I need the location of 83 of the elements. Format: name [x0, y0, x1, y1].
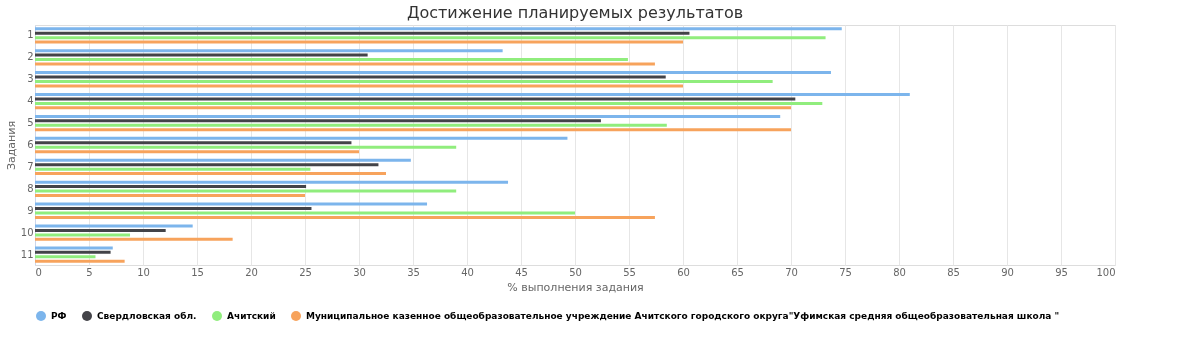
y-axis-title: Задания — [4, 120, 18, 171]
bar — [35, 194, 305, 197]
bar — [35, 27, 842, 31]
chart-title: Достижение планируемых результатов — [406, 3, 744, 22]
bar — [35, 79, 773, 83]
x-tick-label: 60 — [677, 266, 690, 278]
y-tick-label: 8 — [27, 182, 34, 194]
bar — [35, 150, 359, 154]
y-tick-label: 2 — [27, 51, 34, 63]
legend-label: Ачитский — [227, 311, 276, 321]
bar — [35, 141, 352, 145]
x-tick-label: 35 — [407, 266, 420, 278]
x-tick-label: 55 — [623, 266, 636, 278]
x-tick-label: 65 — [731, 266, 744, 278]
y-tick-label: 9 — [27, 204, 34, 216]
x-tick-label: 5 — [86, 266, 93, 278]
bar — [35, 58, 628, 62]
bar — [35, 119, 601, 123]
bar — [35, 31, 690, 35]
bar — [35, 49, 503, 53]
legend-label: РФ — [51, 311, 67, 321]
bar — [35, 123, 667, 127]
bar — [35, 233, 131, 237]
x-tick-label: 100 — [1096, 266, 1116, 278]
bar — [35, 40, 683, 44]
bar — [35, 84, 683, 88]
bar — [35, 145, 457, 149]
x-tick-label: 20 — [245, 266, 258, 278]
y-tick-label: 7 — [27, 160, 34, 172]
x-axis-title: % выполнения задания — [507, 280, 644, 294]
bar — [35, 255, 96, 259]
y-tick-label: 3 — [27, 73, 34, 85]
bar — [35, 246, 113, 250]
bar — [35, 189, 457, 193]
bar — [35, 93, 910, 96]
x-tick-label: 85 — [947, 266, 960, 278]
bar — [35, 180, 509, 184]
bar — [35, 75, 666, 79]
x-tick-label: 25 — [299, 266, 312, 278]
x-tick-label: 30 — [353, 266, 366, 278]
legend-label: Муниципальное казенное общеобразовательное учреждение Ачитского городского округа"Уфимская средняя общеобразовательная школа " — [306, 311, 1060, 321]
bar — [35, 158, 411, 162]
x-tick-label: 95 — [1055, 266, 1068, 278]
legend-label: Свердловская обл. — [97, 311, 197, 321]
bar — [35, 202, 428, 206]
bar — [35, 36, 826, 40]
x-tick-label: 70 — [785, 266, 798, 278]
bar — [35, 259, 125, 263]
y-tick-label: 10 — [20, 226, 34, 238]
bar — [35, 215, 655, 219]
y-tick-label: 1 — [27, 29, 34, 41]
bar — [35, 237, 233, 241]
y-tick-label: 4 — [27, 95, 34, 107]
x-tick-label: 90 — [1001, 266, 1014, 278]
bar — [35, 136, 568, 140]
x-tick-label: 10 — [137, 266, 150, 278]
bar — [35, 62, 655, 66]
bar — [35, 207, 312, 211]
bar — [35, 101, 823, 105]
x-tick-label: 75 — [839, 266, 852, 278]
x-tick-label: 45 — [515, 266, 528, 278]
x-tick-label: 50 — [569, 266, 582, 278]
bar — [35, 53, 368, 57]
bar — [35, 97, 796, 101]
y-tick-label: 5 — [27, 117, 34, 129]
x-tick-label: 0 — [35, 266, 42, 278]
x-tick-label: 15 — [191, 266, 204, 278]
bar — [35, 163, 379, 167]
bar — [35, 114, 781, 118]
bar — [35, 250, 111, 254]
x-tick-label: 80 — [893, 266, 906, 278]
bar — [35, 185, 307, 189]
y-tick-label: 6 — [27, 139, 34, 150]
bar — [35, 71, 831, 75]
x-tick-label: 40 — [461, 266, 474, 278]
bar — [35, 224, 193, 228]
bar — [35, 211, 575, 215]
bar — [35, 228, 166, 232]
bar — [35, 167, 311, 171]
bar — [35, 128, 791, 132]
y-tick-label: 11 — [20, 248, 34, 260]
bar — [35, 172, 386, 176]
bar — [35, 106, 791, 110]
